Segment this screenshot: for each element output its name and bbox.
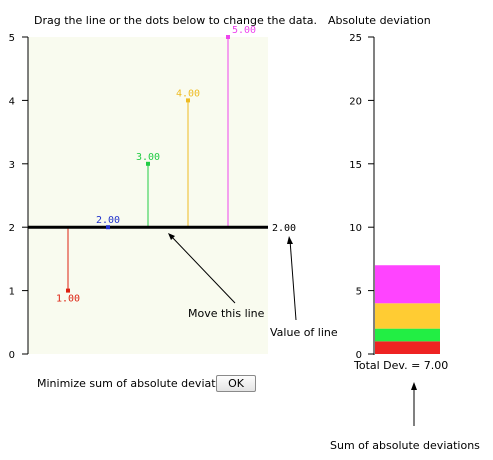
deviation-bar-segment	[375, 341, 440, 354]
move-line-arrow	[170, 235, 236, 304]
data-point-label: 5.00	[232, 25, 256, 36]
move-line-label: Move this line	[188, 307, 265, 320]
dev-y-tick-label: 10	[349, 223, 362, 234]
data-point-label: 1.00	[56, 294, 80, 305]
value-of-line-label: Value of line	[270, 326, 338, 339]
dev-y-tick-label: 25	[349, 33, 362, 44]
data-point-label: 3.00	[136, 152, 160, 163]
sum-abs-dev-arrowhead	[411, 382, 417, 390]
y-tick-label: 3	[9, 160, 15, 171]
value-of-line-arrowhead	[287, 236, 293, 244]
data-point-label: 4.00	[176, 88, 200, 99]
deviation-bar-segment	[375, 328, 440, 342]
y-tick-label: 4	[9, 96, 15, 107]
y-tick-label: 5	[9, 33, 15, 44]
dev-y-tick-label: 15	[349, 160, 362, 171]
data-point-handle[interactable]	[66, 288, 70, 293]
ok-button[interactable]: OK	[216, 375, 256, 392]
dev-y-tick-label: 0	[356, 350, 362, 361]
deviation-bar-segment	[375, 265, 440, 304]
line-value-label: 2.00	[272, 223, 296, 234]
data-point-handle[interactable]	[146, 161, 150, 166]
y-tick-label: 0	[9, 350, 15, 361]
y-tick-label: 2	[9, 223, 15, 234]
deviation-bar-segment	[375, 303, 440, 329]
value-of-line-arrow	[289, 239, 297, 321]
minimize-label: Minimize sum of absolute deviation	[37, 377, 233, 390]
dev-y-tick-label: 5	[356, 287, 362, 298]
move-line-arrowhead	[168, 233, 175, 240]
y-tick-label: 1	[9, 287, 15, 298]
deviation-chart-title: Absolute deviation	[328, 14, 431, 27]
sum-abs-dev-label: Sum of absolute deviations	[330, 439, 480, 452]
data-point-handle[interactable]	[106, 225, 110, 230]
total-dev-label: Total Dev. = 7.00	[353, 359, 448, 372]
data-point-label: 2.00	[96, 215, 120, 226]
data-point-handle[interactable]	[186, 98, 190, 103]
dev-y-tick-label: 20	[349, 96, 362, 107]
data-point-handle[interactable]	[226, 35, 230, 39]
instructions-text: Drag the line or the dots below to chang…	[34, 14, 318, 27]
